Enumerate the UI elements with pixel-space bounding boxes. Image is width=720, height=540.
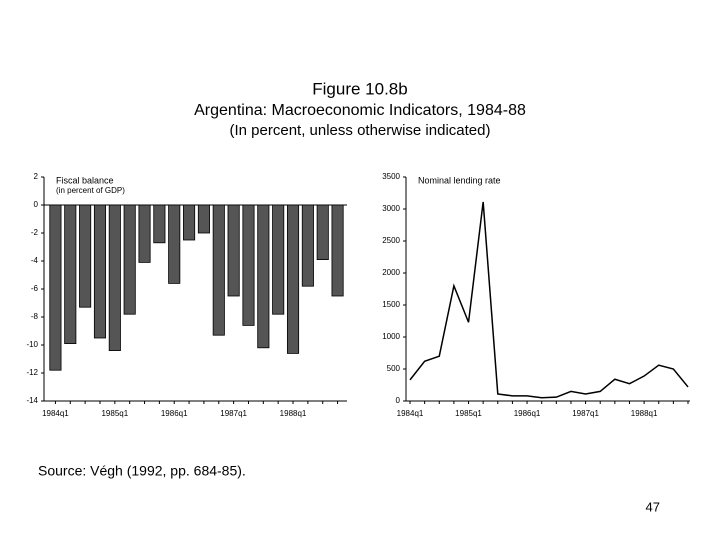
figure-title: Figure 10.8b — [312, 79, 407, 98]
bar — [301, 204, 314, 287]
x-tick-label: 1986q1 — [161, 409, 188, 418]
y-tick-label: -4 — [31, 256, 39, 265]
x-tick-label: 1985q1 — [101, 409, 128, 418]
line — [409, 201, 689, 399]
bar — [123, 204, 136, 315]
bar — [79, 204, 92, 308]
bar — [168, 204, 181, 284]
y-tick-label: -14 — [26, 396, 38, 405]
source: Source: Végh (1992, pp. 684-85). — [38, 463, 246, 479]
figure-subtitle: Argentina: Macroeconomic Indicators, 198… — [194, 102, 526, 119]
x-tick-label: 1984q1 — [42, 409, 69, 418]
y-tick-label: 2 — [34, 172, 39, 181]
bar — [272, 204, 285, 315]
y-tick-label: 2500 — [382, 236, 400, 245]
chart-title: Fiscal balance — [56, 175, 114, 185]
x-tick-label: 1984q1 — [397, 409, 424, 418]
y-tick-label: -10 — [26, 340, 38, 349]
bar — [227, 204, 240, 297]
bar — [108, 204, 121, 352]
x-tick-label: 1985q1 — [455, 409, 482, 418]
x-tick-label: 1987q1 — [220, 409, 247, 418]
bar — [49, 204, 62, 371]
bar — [257, 204, 270, 349]
chart-title: Nominal lending rate — [418, 175, 501, 185]
chart-subtitle: (in percent of GDP) — [56, 186, 125, 195]
y-tick-label: 3000 — [382, 204, 400, 213]
y-tick-label: -2 — [31, 228, 39, 237]
bar — [64, 204, 77, 345]
page-number: 47 — [646, 499, 660, 514]
y-tick-label: 500 — [387, 364, 401, 373]
y-tick-label: 1000 — [382, 332, 400, 341]
x-tick-label: 1987q1 — [572, 409, 599, 418]
bar — [331, 204, 344, 297]
figure-note: (In percent, unless otherwise indicated) — [230, 122, 491, 139]
bar — [93, 204, 107, 339]
y-tick-label: -8 — [31, 312, 39, 321]
bar — [316, 204, 329, 260]
y-tick-label: -6 — [31, 284, 39, 293]
y-tick-label: -12 — [26, 368, 38, 377]
x-tick-label: 1988q1 — [280, 409, 307, 418]
x-tick-label: 1986q1 — [514, 409, 541, 418]
bar — [212, 204, 225, 336]
bar — [153, 204, 166, 244]
y-tick-label: 0 — [34, 200, 39, 209]
bar — [197, 204, 210, 234]
bar — [138, 204, 151, 263]
bar — [183, 204, 196, 241]
bar — [242, 204, 255, 326]
bar — [286, 204, 300, 354]
x-tick-label: 1988q1 — [631, 409, 658, 418]
y-tick-label: 1500 — [382, 300, 400, 309]
y-tick-label: 2000 — [382, 268, 400, 277]
y-tick-label: 0 — [396, 396, 401, 405]
y-tick-label: 3500 — [382, 172, 400, 181]
